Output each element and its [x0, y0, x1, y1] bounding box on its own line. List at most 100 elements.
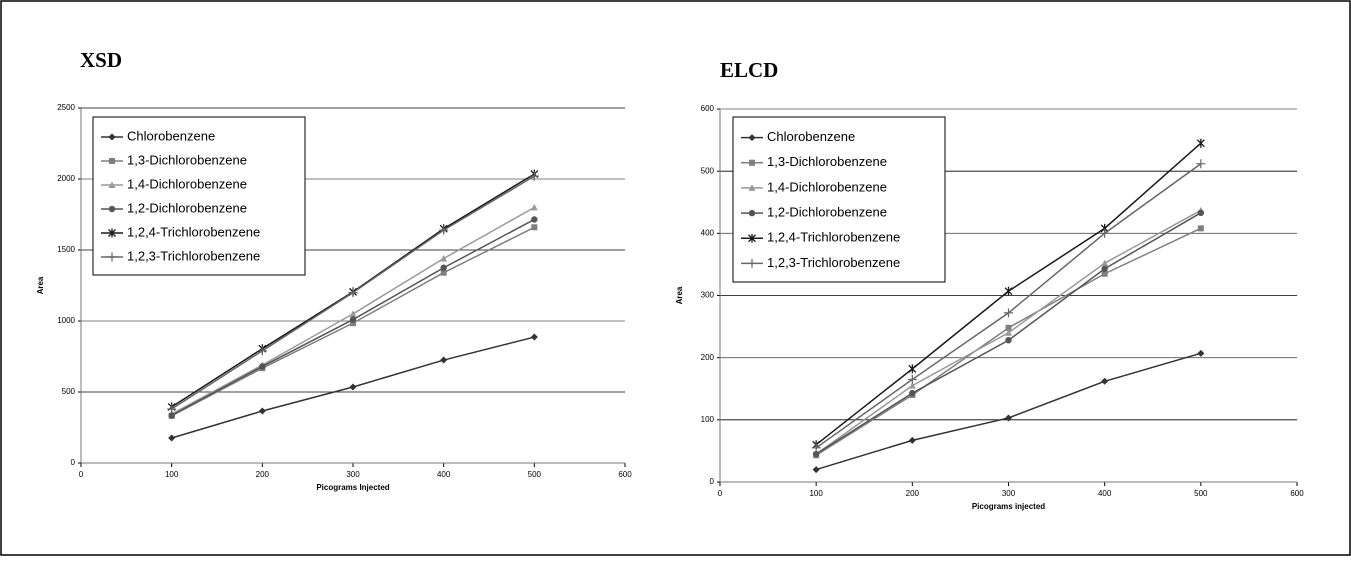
x-tick-label: 400	[437, 470, 451, 479]
marker	[908, 364, 917, 374]
marker	[1197, 225, 1204, 232]
legend-label: 1,2-Dichlorobenzene	[127, 200, 247, 215]
legend-label: 1,3-Dichlorobenzene	[127, 152, 247, 167]
x-tick-label: 100	[809, 489, 823, 498]
marker	[440, 269, 447, 276]
marker	[1005, 324, 1012, 331]
marker	[439, 225, 449, 235]
marker	[167, 404, 177, 414]
y-tick-label: 2000	[57, 174, 75, 183]
marker	[440, 356, 448, 364]
marker	[1004, 286, 1013, 296]
x-tick-label: 600	[618, 470, 632, 479]
legend-label: 1,2,4-Trichlorobenzene	[767, 230, 900, 245]
marker	[748, 233, 756, 243]
marker	[1101, 377, 1109, 385]
marker	[109, 158, 115, 164]
marker	[1101, 265, 1108, 272]
marker	[108, 181, 116, 188]
legend-label: 1,4-Dichlorobenzene	[767, 179, 887, 194]
x-tick-label: 200	[906, 489, 920, 498]
marker	[349, 310, 357, 317]
y-tick-label: 100	[701, 415, 715, 424]
marker	[168, 434, 176, 442]
y-tick-label: 200	[701, 353, 715, 362]
y-axis-label: Area	[675, 286, 684, 304]
x-tick-label: 200	[256, 470, 270, 479]
y-tick-label: 1000	[57, 316, 75, 325]
marker	[108, 133, 116, 141]
marker	[812, 450, 820, 458]
legend-label: Chlorobenzene	[767, 129, 855, 144]
x-axis-label: Picograms Injected	[316, 483, 389, 492]
marker	[1197, 209, 1205, 217]
x-tick-label: 300	[346, 470, 360, 479]
marker	[907, 374, 917, 384]
marker	[440, 264, 447, 271]
marker	[107, 252, 117, 262]
marker	[748, 184, 756, 191]
marker	[747, 258, 757, 268]
marker	[1005, 414, 1012, 422]
chart-title: XSD	[80, 48, 122, 72]
x-tick-label: 500	[1194, 489, 1208, 498]
marker	[1100, 228, 1110, 238]
legend-box	[732, 116, 946, 283]
y-tick-label: 300	[701, 291, 715, 300]
x-tick-label: 600	[1290, 489, 1304, 498]
marker	[811, 443, 821, 453]
marker	[259, 363, 266, 370]
marker	[350, 320, 356, 327]
x-tick-label: 400	[1098, 489, 1112, 498]
marker	[908, 382, 916, 389]
legend-label: Chlorobenzene	[127, 128, 215, 143]
legend-label: 1,2-Dichlorobenzene	[767, 205, 887, 220]
marker	[108, 205, 116, 213]
y-tick-label: 600	[701, 104, 715, 113]
legend-label: 1,4-Dichlorobenzene	[127, 176, 247, 191]
marker	[349, 316, 357, 323]
legend-label: 1,2,4-Trichlorobenzene	[127, 224, 260, 239]
marker	[1005, 337, 1012, 344]
marker	[1005, 329, 1012, 336]
marker	[1196, 138, 1205, 148]
marker	[257, 346, 267, 356]
marker	[1196, 159, 1206, 169]
marker	[531, 224, 538, 231]
y-tick-label: 1500	[57, 245, 75, 254]
marker	[168, 412, 175, 419]
x-tick-label: 100	[165, 470, 179, 479]
y-tick-label: 0	[71, 458, 76, 467]
marker	[530, 203, 538, 211]
y-tick-label: 0	[710, 477, 715, 486]
x-tick-label: 0	[79, 470, 84, 479]
chart-title: ELCD	[720, 58, 778, 82]
marker	[812, 466, 820, 474]
marker	[349, 383, 357, 391]
marker	[108, 228, 116, 238]
y-axis-label: Area	[36, 276, 45, 294]
legend-box	[92, 116, 306, 276]
marker	[348, 288, 358, 298]
marker	[530, 333, 538, 341]
marker	[1197, 349, 1205, 357]
marker	[440, 255, 448, 262]
y-tick-label: 400	[701, 228, 715, 237]
x-tick-label: 300	[1002, 489, 1016, 498]
marker	[1101, 259, 1109, 267]
marker	[909, 389, 916, 397]
marker	[748, 209, 756, 217]
marker	[748, 134, 756, 142]
marker	[531, 216, 538, 223]
legend-label: 1,2,3-Trichlorobenzene	[127, 248, 260, 263]
marker	[1101, 270, 1108, 277]
marker	[749, 159, 755, 166]
x-axis-label: Picograms injected	[972, 502, 1045, 511]
legend-label: 1,2,3-Trichlorobenzene	[767, 255, 900, 270]
marker	[908, 436, 916, 444]
marker	[258, 407, 266, 415]
x-tick-label: 0	[718, 489, 723, 498]
